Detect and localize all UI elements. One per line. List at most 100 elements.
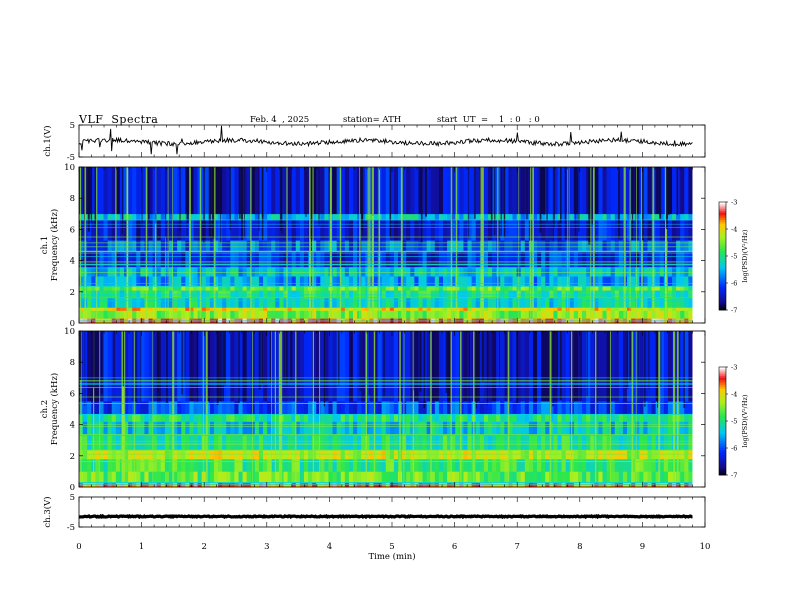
spectrogram-cell (185, 298, 190, 308)
spectrogram-cell (254, 433, 260, 450)
spectrogram-cell (606, 433, 612, 450)
y-tick-label: 6 (70, 389, 75, 399)
spectrogram-cell (496, 167, 501, 215)
spectrogram-cell (676, 307, 681, 311)
spectrogram-cell (189, 401, 194, 414)
spectrogram-cell (295, 413, 301, 422)
spectrogram-cell (123, 167, 129, 215)
spectrogram-cell (377, 421, 383, 435)
spectrogram-cell (512, 213, 518, 221)
spectrogram-cell (222, 266, 227, 277)
spectrogram-cell (267, 331, 272, 402)
spectrogram-cell (258, 433, 264, 450)
spectrogram-cell (594, 276, 599, 286)
spectrogram-cell (459, 401, 464, 414)
spectrogram-cell (590, 310, 595, 319)
spectrogram-cell (520, 401, 526, 414)
spectrogram-cell (128, 240, 133, 252)
spectrogram-cell (483, 220, 489, 241)
spectrogram-cell (336, 213, 342, 221)
spectrogram-cell (594, 307, 599, 311)
spectrogram-cell (614, 307, 620, 311)
spectrogram-cell (275, 413, 280, 422)
spectrogram-cell (414, 167, 419, 215)
spectrogram-cell (283, 310, 288, 319)
spectrogram-cell (132, 298, 137, 308)
spectrogram-cell (537, 471, 542, 483)
spectrogram-cell (614, 331, 620, 402)
spectrogram-cell (688, 433, 693, 450)
spectrogram-cell (434, 458, 440, 472)
spectrogram-cell (160, 482, 166, 488)
spectrogram-cell (148, 458, 154, 472)
spectrogram-cell (414, 482, 419, 488)
spectrogram-cell (87, 482, 92, 488)
spectrogram-cell (614, 266, 620, 277)
spectrogram-cell (164, 401, 170, 414)
spectrogram-cell (373, 413, 378, 422)
spectrogram-cell (385, 401, 391, 414)
spectrogram-cell (132, 251, 137, 268)
spectrogram-cell (381, 213, 387, 221)
spectrogram-cell (475, 307, 481, 311)
spectrogram-cell (487, 413, 493, 422)
spectrogram-cell (385, 298, 391, 308)
spectrogram-cell (308, 331, 313, 402)
y-tick-label: 10 (64, 163, 75, 173)
spectrogram-cell (177, 458, 182, 472)
spectrogram-cell (676, 310, 681, 319)
spectrogram-cell (168, 401, 174, 414)
spectrogram-cell (258, 213, 264, 221)
spectrogram-cell (258, 298, 264, 308)
spectrogram-cell (344, 290, 350, 299)
spectrogram-cell (140, 331, 145, 402)
spectrogram-cell (246, 220, 252, 241)
spectrogram-cell (451, 285, 456, 291)
spectrogram-cell (430, 433, 436, 450)
spectrogram-cell (234, 482, 239, 488)
spectrogram-cell (492, 276, 497, 286)
spectrogram-cell (451, 433, 456, 450)
spectrogram-cell (87, 433, 92, 450)
spectrogram-cell (434, 482, 440, 488)
spectrogram-cell (451, 421, 456, 435)
spectrogram-cell (246, 307, 252, 311)
spectrogram-cell (398, 213, 403, 221)
spectrogram-cell (234, 266, 239, 277)
spectrogram-cell (389, 240, 395, 252)
spectrogram-cell (160, 276, 166, 286)
spectrogram-cell (492, 266, 497, 277)
spectrogram-cell (590, 471, 595, 483)
spectrogram-cell (672, 290, 677, 299)
spectrogram-cell (291, 298, 297, 308)
spectrogram-cell (373, 240, 378, 252)
spectrogram-cell (557, 266, 562, 277)
spectrogram-cell (258, 240, 264, 252)
spectrogram-cell (639, 401, 644, 414)
spectrogram-cell (422, 471, 428, 483)
spectrogram-cell (463, 213, 468, 221)
spectrogram-cell (475, 167, 481, 215)
spectrogram-cell (263, 307, 268, 311)
spectrogram-cell (336, 290, 342, 299)
spectrogram-cell (303, 331, 309, 402)
spectrogram-cell (328, 421, 333, 435)
spectrogram-cell (569, 240, 575, 252)
spectrogram-cell (213, 433, 219, 450)
spectrogram-cell (590, 307, 595, 311)
spectrogram-cell (136, 290, 141, 299)
spectrogram-cell (283, 401, 288, 414)
spectrogram-cell (504, 421, 509, 435)
spectrogram-cell (430, 266, 436, 277)
spectrogram-cell (414, 401, 419, 414)
spectrogram-cell (627, 458, 632, 472)
spectrogram-cell (95, 433, 100, 450)
spectrogram-cell (267, 413, 272, 422)
spectrogram-cell (128, 307, 133, 311)
spectrogram-cell (463, 220, 468, 241)
spectrogram-cell (492, 433, 497, 450)
spectrogram-cell (107, 266, 113, 277)
spectrogram-cell (549, 421, 554, 435)
spectrogram-cell (577, 331, 583, 402)
spectrogram-cell (316, 220, 321, 241)
